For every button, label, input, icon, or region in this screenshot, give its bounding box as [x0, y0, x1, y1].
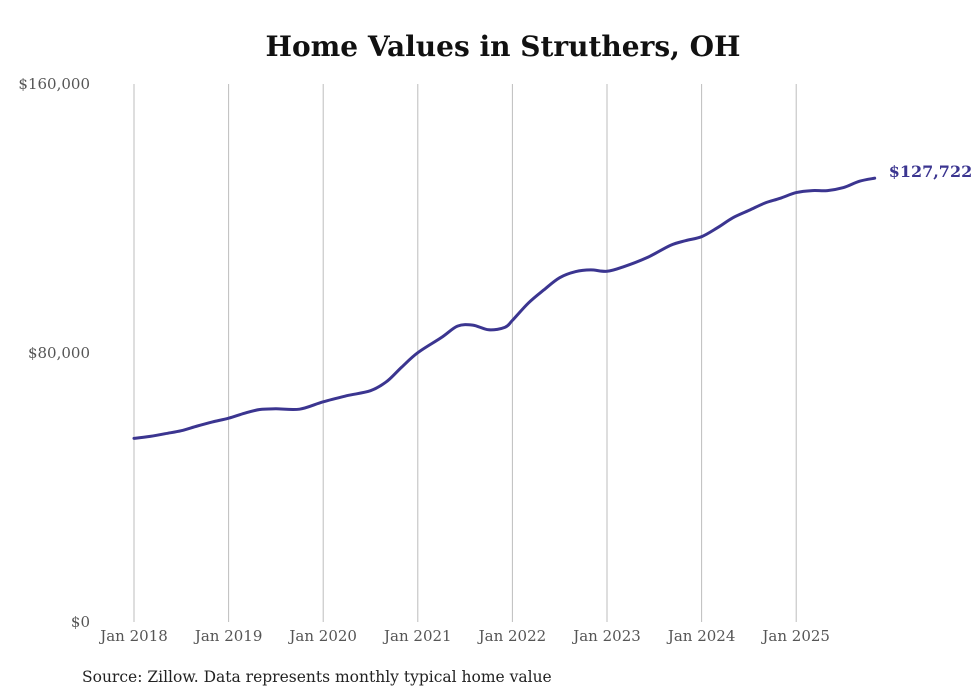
x-tick-label: Jan 2023 — [571, 627, 641, 645]
x-tick-label: Jan 2018 — [98, 627, 168, 645]
x-tick-label: Jan 2020 — [287, 627, 357, 645]
x-tick-label: Jan 2022 — [477, 627, 547, 645]
y-tick-label: $160,000 — [18, 75, 90, 93]
x-tick-label: Jan 2024 — [666, 627, 736, 645]
y-tick-label: $80,000 — [28, 344, 90, 362]
x-tick-label: Jan 2021 — [382, 627, 452, 645]
chart-title: Home Values in Struthers, OH — [265, 30, 741, 63]
x-tick-label: Jan 2019 — [193, 627, 263, 645]
x-tick-label: Jan 2025 — [760, 627, 830, 645]
home-value-line — [132, 176, 877, 440]
source-note: Source: Zillow. Data represents monthly … — [82, 668, 552, 686]
y-axis-labels: $0 $80,000 $160,000 — [18, 75, 90, 631]
y-tick-label: $0 — [71, 613, 90, 631]
gridlines — [133, 84, 797, 622]
latest-value-label: $127,722 — [889, 162, 973, 181]
x-axis-labels: Jan 2018 Jan 2019 Jan 2020 Jan 2021 Jan 2022… — [98, 627, 830, 645]
